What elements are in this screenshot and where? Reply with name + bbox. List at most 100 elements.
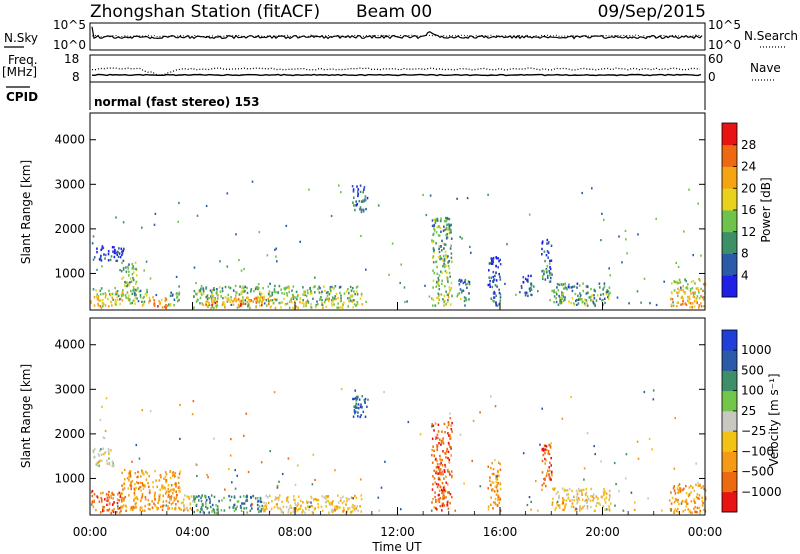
velocity-echo-cell — [565, 499, 568, 502]
power-echo-cell — [135, 280, 138, 284]
velocity-echo-cell — [696, 511, 699, 514]
power-echo-cell — [548, 262, 551, 265]
power-echo-cell — [692, 280, 695, 283]
power-echo-cell — [314, 306, 317, 309]
velocity-echo-cell — [543, 449, 545, 452]
velocity-echo-cell — [447, 507, 450, 510]
velocity-echo-cell — [191, 508, 193, 511]
velocity-echo-cell — [545, 458, 547, 462]
power-echo-cell — [97, 295, 100, 298]
velocity-echo-cell — [637, 457, 640, 460]
velocity-echo-cell — [479, 485, 482, 488]
velocity-echo-cell — [279, 508, 282, 511]
velocity-echo-cell — [152, 485, 154, 489]
power-echo-cell — [283, 292, 286, 295]
power-echo-cell — [205, 295, 207, 299]
velocity-echo-cell — [366, 405, 368, 408]
velocity-echo-cell — [147, 499, 150, 502]
power-echo-cell — [561, 297, 564, 301]
velocity-echo-cell — [445, 456, 447, 459]
power-echo-cell — [493, 290, 496, 294]
power-echo-cell — [446, 256, 448, 260]
velocity-echo-cell — [541, 447, 544, 451]
velocity-echo-cell — [550, 442, 552, 445]
power-colorbar-tick-label: 24 — [741, 160, 756, 174]
power-echo-cell — [435, 231, 438, 234]
velocity-echo-cell — [269, 510, 271, 513]
power-echo-cell — [445, 234, 447, 237]
power-echo-cell — [461, 289, 463, 293]
velocity-echo-cell — [189, 502, 192, 505]
power-echo-cell — [429, 194, 432, 197]
power-echo-cell — [494, 274, 496, 278]
power-echo-cell — [436, 280, 438, 284]
power-echo-cell — [439, 257, 441, 261]
velocity-echo-cell — [294, 501, 296, 505]
power-echo-cell — [200, 293, 203, 296]
power-echo-cell — [692, 291, 694, 295]
velocity-echo-cell — [137, 475, 139, 478]
velocity-echo-cell — [670, 502, 673, 505]
velocity-echo-cell — [349, 506, 351, 510]
power-echo-cell — [216, 304, 219, 307]
velocity-echo-cell — [252, 495, 255, 498]
velocity-echo-cell — [257, 499, 260, 503]
power-echo-cell — [460, 280, 462, 283]
velocity-echo-cell — [590, 495, 592, 498]
power-echo-cell — [684, 286, 687, 290]
velocity-echo-cell — [691, 486, 694, 489]
velocity-echo-cell — [431, 454, 433, 457]
velocity-echo-cell — [175, 490, 177, 493]
power-echo-cell — [261, 302, 263, 305]
velocity-echo-cell — [450, 447, 452, 450]
power-echo-cell — [444, 250, 447, 253]
power-echo-cell — [275, 255, 277, 258]
power-echo-cell — [519, 291, 521, 294]
velocity-colorbar-bin — [722, 370, 737, 392]
power-echo-cell — [99, 289, 102, 292]
velocity-echo-cell — [608, 507, 610, 511]
power-echo-cell — [303, 292, 305, 295]
power-echo-cell — [167, 304, 169, 307]
power-echo-cell — [591, 294, 593, 297]
power-echo-cell — [446, 217, 449, 220]
velocity-echo-cell — [597, 501, 599, 505]
velocity-echo-cell — [273, 506, 276, 509]
velocity-echo-cell — [441, 464, 444, 467]
velocity-echo-cell — [558, 506, 561, 509]
power-echo-cell — [121, 261, 123, 265]
power-echo-cell — [105, 253, 107, 257]
power-echo-cell — [115, 291, 117, 294]
velocity-echo-cell — [186, 495, 188, 498]
velocity-echo-cell — [175, 485, 177, 488]
velocity-echo-cell — [146, 472, 149, 475]
velocity-echo-cell — [224, 488, 226, 491]
velocity-echo-cell — [451, 430, 453, 433]
velocity-echo-cell — [576, 500, 579, 504]
velocity-echo-cell — [223, 509, 226, 512]
power-echo-cell — [449, 224, 451, 227]
velocity-echo-cell — [119, 507, 121, 510]
velocity-echo-cell — [165, 480, 167, 484]
velocity-echo-cell — [220, 509, 223, 512]
power-echo-cell — [466, 282, 469, 285]
velocity-echo-cell — [605, 492, 608, 495]
power-echo-cell — [699, 279, 701, 282]
power-echo-cell — [607, 295, 609, 299]
power-echo-cell — [687, 296, 689, 299]
power-echo-cell — [618, 235, 620, 238]
power-echo-cell — [122, 289, 124, 292]
power-echo-cell — [702, 298, 705, 301]
velocity-echo-cell — [351, 505, 353, 508]
velocity-echo-cell — [672, 487, 675, 490]
power-echo-cell — [594, 289, 597, 293]
power-echo-cell — [499, 296, 502, 299]
power-echo-cell — [460, 297, 462, 301]
power-echo-cell — [353, 204, 355, 207]
velocity-echo-cell — [494, 503, 497, 506]
velocity-echo-cell — [341, 501, 344, 505]
velocity-echo-cell — [496, 504, 499, 507]
power-echo-cell — [590, 287, 592, 291]
velocity-echo-cell — [165, 490, 168, 493]
